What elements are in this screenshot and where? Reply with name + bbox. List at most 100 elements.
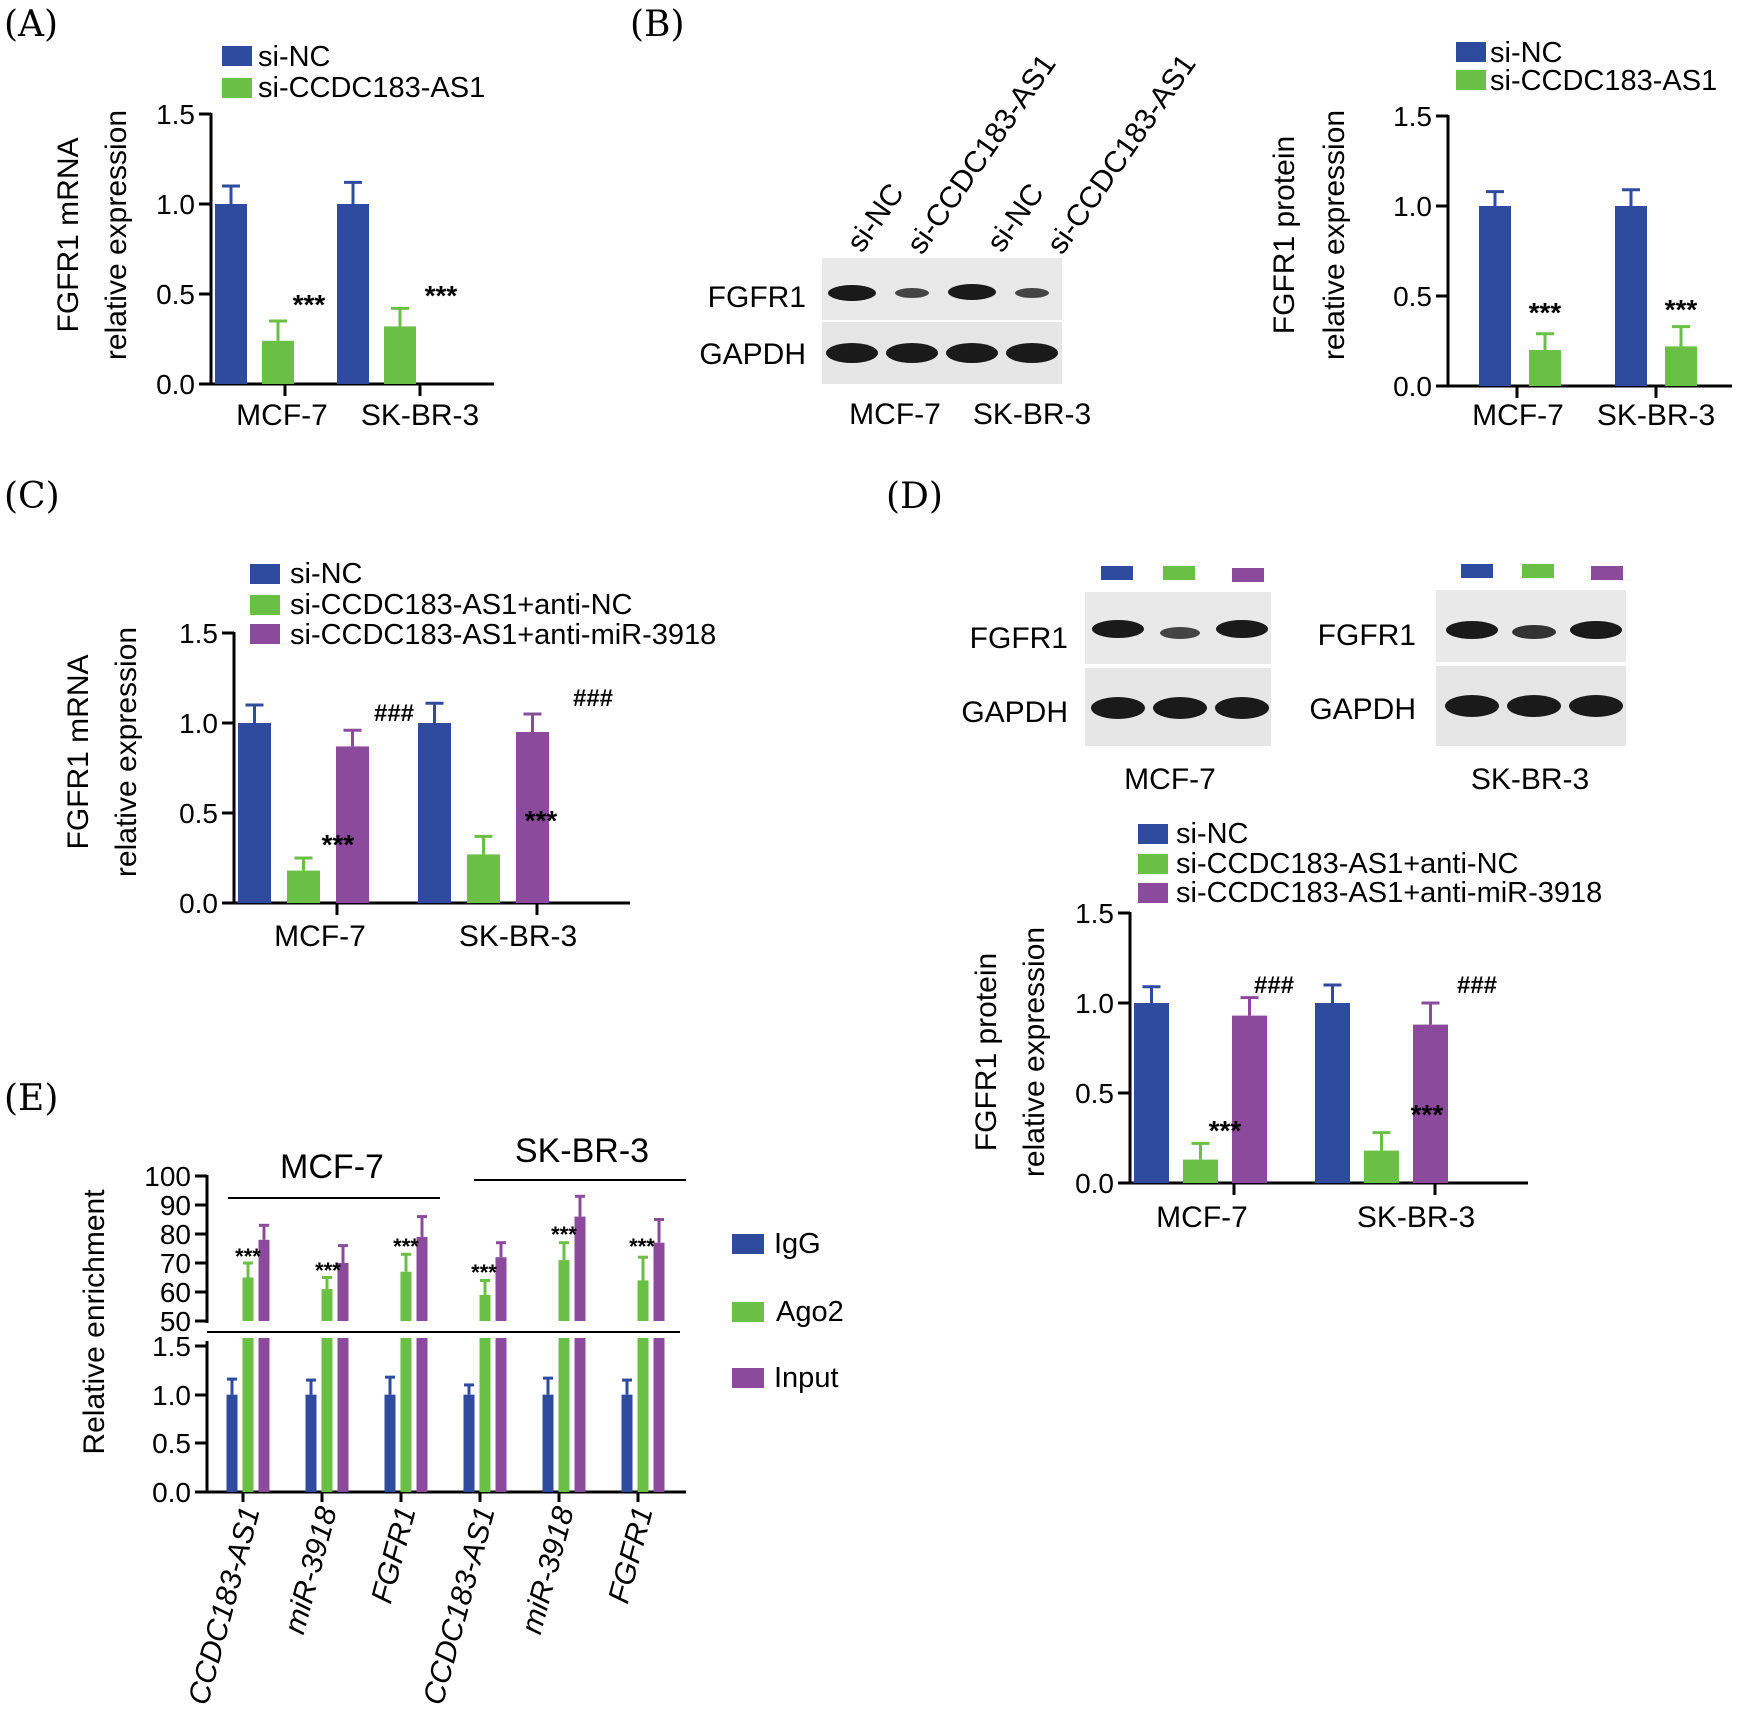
legend-swatch-e-1	[732, 1302, 764, 1322]
blot-band	[1507, 695, 1561, 717]
blot-band	[1092, 620, 1144, 638]
bar	[1479, 206, 1511, 386]
lane-swatch-d-1	[1163, 566, 1195, 580]
legend-label-b-0: si-NC	[1490, 37, 1563, 69]
significance-d-0: ***	[1209, 1115, 1242, 1146]
y-tick-e-upper-0: 100	[144, 1161, 191, 1192]
bar	[1615, 206, 1647, 386]
gene-label-e-0: CCDC183-AS1	[182, 1503, 267, 1708]
bar-lower	[558, 1338, 570, 1492]
legend-label-e-2: Input	[774, 1362, 839, 1394]
significance-hash-d-0: ###	[1254, 972, 1294, 999]
y-tick-c-2: 0.5	[179, 798, 218, 829]
legend-swatch-c-0	[250, 564, 280, 584]
y-tick-a-1: 1.0	[156, 189, 195, 220]
significance-e-4: ***	[551, 1222, 577, 1247]
y-tick-e-lower-3: 0.0	[152, 1477, 191, 1508]
blot-row-label-b-1: GAPDH	[699, 338, 806, 371]
panel-label-c: (C)	[4, 476, 60, 517]
significance-e-1: ***	[315, 1258, 341, 1283]
blot-band	[946, 343, 998, 363]
bar	[516, 732, 549, 903]
significance-hash-c-1: ###	[573, 685, 613, 712]
significance-hash-c-0: ###	[374, 700, 414, 727]
significance-b-0: ***	[1529, 297, 1562, 328]
gene-label-e-5: FGFR1	[602, 1503, 659, 1607]
legend-label-b-1: si-CCDC183-AS1	[1490, 65, 1717, 97]
significance-e-2: ***	[393, 1234, 419, 1259]
y-tick-c-0: 1.5	[179, 618, 218, 649]
y-axis-title-c-2: relative expression	[110, 627, 143, 877]
y-tick-d-1: 1.0	[1075, 988, 1114, 1019]
significance-d-1: ***	[1411, 1099, 1444, 1130]
lane-swatch-d-4	[1522, 564, 1554, 578]
y-tick-e-upper-5: 50	[160, 1306, 191, 1337]
legend-label-e-1: Ago2	[776, 1296, 844, 1328]
panel-b: (B) si-NC si-CCDC183-AS1 si-NC si-CCDC18…	[630, 4, 1732, 432]
category-label-b-0: MCF-7	[1472, 399, 1564, 432]
blot-band	[1446, 621, 1498, 639]
bar-upper	[637, 1280, 649, 1321]
y-tick-a-0: 1.5	[156, 99, 195, 130]
y-tick-e-lower-1: 1.0	[152, 1380, 191, 1411]
blot-row-label-b-0: FGFR1	[708, 281, 806, 314]
blot-band	[895, 288, 929, 298]
blot-band	[1569, 695, 1623, 717]
bar-upper	[400, 1271, 412, 1321]
bar-lower	[321, 1338, 333, 1492]
gene-label-e-4: miR-3918	[515, 1503, 581, 1637]
blot-cell-label-d-0: MCF-7	[1124, 763, 1216, 796]
significance-a-0: ***	[293, 289, 326, 320]
significance-e-0: ***	[235, 1244, 261, 1269]
y-axis-title-b-2: relative expression	[1318, 110, 1351, 360]
panel-d: (D) FGFR1 GAPDH FGFR1 GAPDH	[886, 476, 1626, 1234]
bars-a	[215, 180, 416, 384]
bar-upper	[258, 1239, 270, 1321]
blot-band	[1445, 695, 1499, 717]
y-axis-c: 1.5 1.0 0.5 0.0	[179, 618, 236, 919]
lane-swatch-d-0	[1101, 566, 1133, 580]
bars-c	[238, 701, 549, 903]
x-ticks-e	[241, 1492, 640, 1502]
panel-c: (C) si-NC si-CCDC183-AS1+anti-NC si-CCDC…	[4, 476, 716, 953]
significance-hash-d-1: ###	[1457, 972, 1497, 999]
y-tick-a-2: 0.5	[156, 279, 195, 310]
y-axis-title-d-1: FGFR1 protein	[970, 953, 1003, 1151]
category-label-b-1: SK-BR-3	[1597, 399, 1715, 432]
significance-c-0: ***	[322, 829, 355, 860]
blot-lane-label-b-1: si-CCDC183-AS1	[901, 49, 1063, 260]
y-tick-e-lower-2: 0.5	[152, 1428, 191, 1459]
y-tick-e-upper-2: 80	[160, 1219, 191, 1250]
gene-label-e-2: FGFR1	[365, 1503, 422, 1607]
bar	[384, 326, 416, 384]
y-axis-title-a-1: FGFR1 mRNA	[52, 138, 85, 333]
blot-lane-swatches-d	[1101, 564, 1623, 582]
bar-lower	[495, 1338, 507, 1492]
category-label-d-1: SK-BR-3	[1357, 1201, 1475, 1234]
lane-swatch-d-3	[1461, 564, 1493, 578]
y-axis-title-c-1: FGFR1 mRNA	[62, 655, 95, 850]
significance-e: *** *** *** *** *** ***	[235, 1222, 655, 1285]
legend-label-d-2: si-CCDC183-AS1+anti-miR-3918	[1176, 877, 1602, 909]
bar-lower	[653, 1338, 665, 1492]
bar	[1529, 350, 1561, 386]
bar-lower	[637, 1338, 649, 1492]
y-tick-e-upper-4: 60	[160, 1277, 191, 1308]
western-blot-b	[822, 258, 1062, 384]
y-axis-title-b-1: FGFR1 protein	[1268, 136, 1301, 334]
category-label-c-1: SK-BR-3	[459, 920, 577, 953]
bar	[1413, 1024, 1448, 1183]
legend-swatch-c-1	[250, 595, 280, 615]
blot-lane-label-b-2: si-NC	[981, 178, 1051, 258]
blot-cell-label-d-1: SK-BR-3	[1471, 763, 1589, 796]
legend-label-a-1: si-CCDC183-AS1	[258, 72, 485, 104]
y-tick-b-0: 1.5	[1393, 101, 1432, 132]
bar	[1183, 1159, 1218, 1183]
bar	[215, 204, 247, 384]
legend-swatch-a-1	[222, 78, 252, 98]
bar	[226, 1394, 238, 1492]
blot-cell-label-b-0: MCF-7	[849, 398, 941, 431]
bar	[542, 1394, 554, 1492]
category-label-a-0: MCF-7	[236, 399, 328, 432]
bar-upper	[321, 1289, 333, 1321]
